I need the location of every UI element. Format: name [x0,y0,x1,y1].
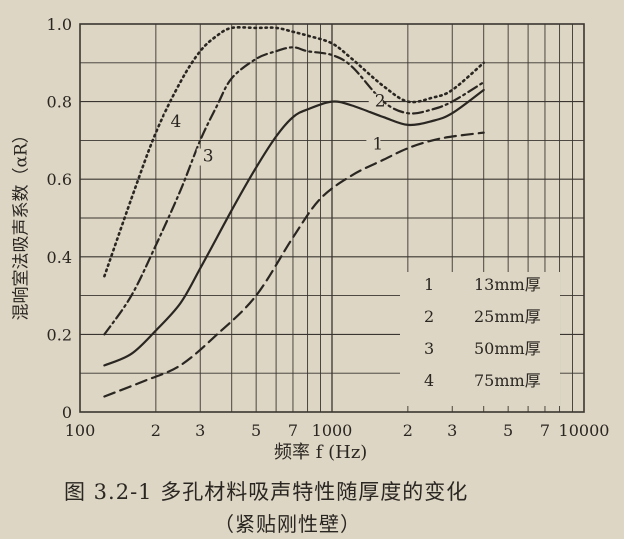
x-tick-label: 10000 [559,421,610,440]
series-layer: 1 2 3 4 [103,26,485,398]
x-tick-label: 5 [503,421,513,440]
series-label: 1 [372,134,383,154]
legend: 1 13mm厚 2 25mm厚 3 50mm厚 4 75mm厚 [400,272,560,406]
series-line-1 [103,131,485,398]
series-line-2 [103,88,485,367]
y-tick-label: 0.8 [47,93,72,112]
x-tick-label: 3 [195,421,205,440]
legend-label: 25mm厚 [474,307,541,326]
x-axis-label: 频率 f (Hz) [274,442,368,463]
tick-labels: 0 0.2 0.4 0.6 0.8 1.0 100 2 3 5 7 1000 2 3 5 7 10000 [47,15,610,440]
series-line-3 [103,46,485,336]
y-tick-label: 0.4 [47,248,72,267]
x-tick-label: 2 [403,421,413,440]
legend-background [400,272,560,406]
x-tick-label: 100 [65,421,96,440]
legend-number: 3 [424,339,434,358]
y-tick-label: 0 [62,403,72,422]
series-label-bg [366,136,381,154]
legend-number: 2 [424,307,434,326]
legend-label: 13mm厚 [474,275,541,294]
x-tick-label: 1000 [312,421,353,440]
series-line-4 [103,26,485,278]
legend-label: 50mm厚 [474,339,541,358]
series-label-bg [164,114,179,132]
series-label-bg [196,148,211,166]
x-tick-label: 3 [447,421,457,440]
figure-subcaption: （紧贴刚性壁） [214,512,361,536]
legend-number: 4 [424,371,434,390]
figure-caption: 图 3.2-1 多孔材料吸声特性随厚度的变化 [64,480,469,504]
legend-number: 1 [424,275,434,294]
y-axis-label: 混响室法吸声系数（αR） [11,126,32,321]
x-tick-label: 5 [251,421,261,440]
series-label: 4 [171,112,182,132]
series-label: 2 [375,92,386,112]
x-tick-label: 7 [288,421,298,440]
y-tick-label: 1.0 [47,15,72,34]
x-tick-label: 2 [151,421,161,440]
series-label: 3 [203,147,214,167]
y-tick-label: 0.2 [47,325,72,344]
series-label-bg [368,93,383,111]
x-tick-label: 7 [540,421,550,440]
y-tick-label: 0.6 [47,170,72,189]
legend-label: 75mm厚 [474,371,541,390]
